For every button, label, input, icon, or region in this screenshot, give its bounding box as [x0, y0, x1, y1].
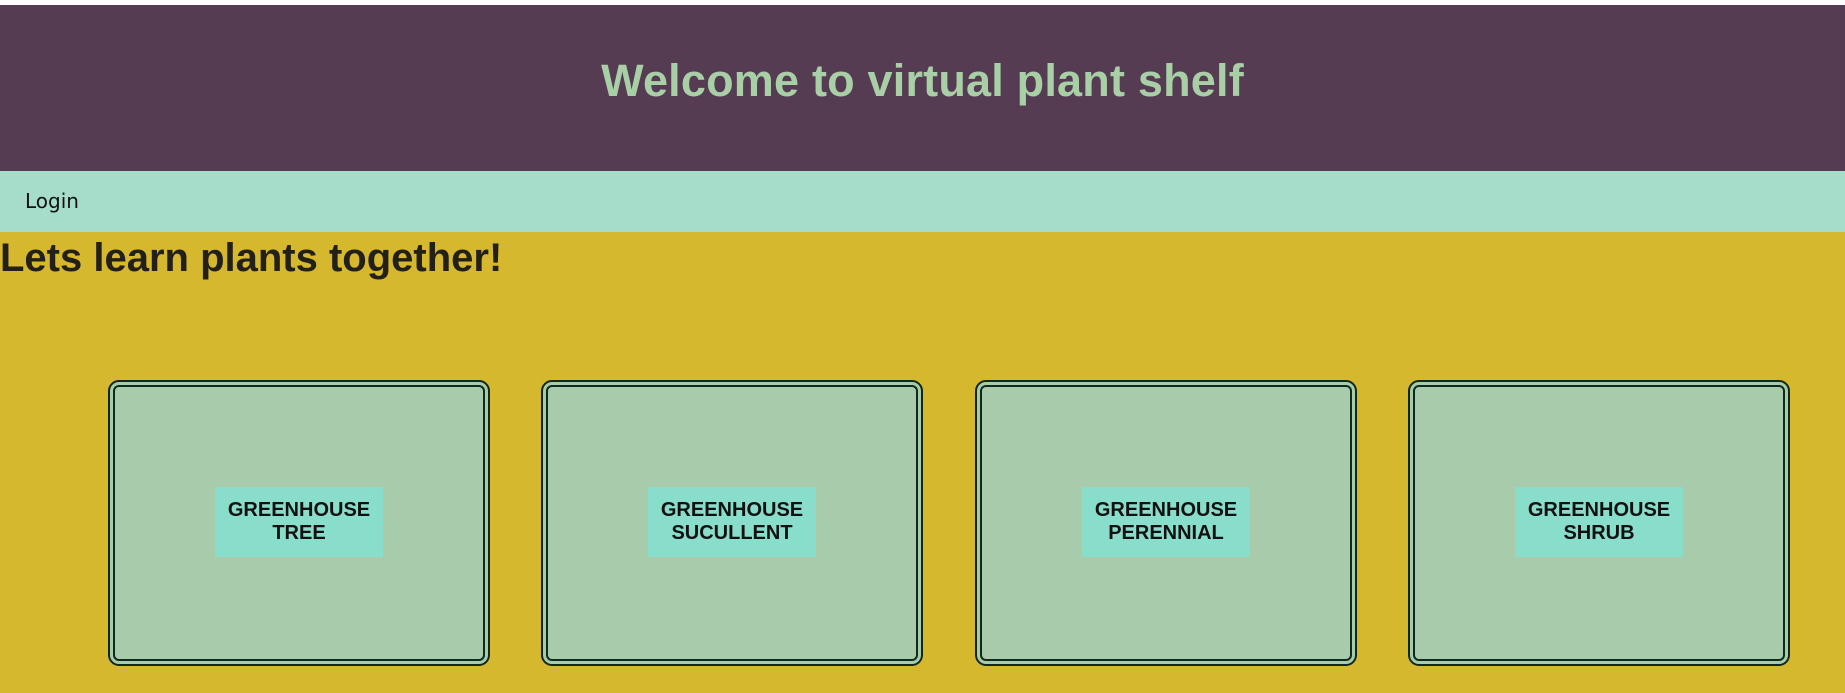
page-title: Welcome to virtual plant shelf [601, 55, 1244, 106]
card-greenhouse-perennial[interactable]: GREENHOUSE PERENNIAL [975, 380, 1357, 666]
card-inner: GREENHOUSE TREE [115, 387, 483, 659]
card-inner: GREENHOUSE PERENNIAL [982, 387, 1350, 659]
card-label-tree[interactable]: GREENHOUSE TREE [215, 487, 383, 557]
card-greenhouse-shrub[interactable]: GREENHOUSE SHRUB [1408, 380, 1790, 666]
card-inner: GREENHOUSE SHRUB [1415, 387, 1783, 659]
card-label-succulent[interactable]: GREENHOUSE SUCULLENT [648, 487, 816, 557]
main-content: Lets learn plants together! GREENHOUSE T… [0, 232, 1845, 693]
login-link[interactable]: Login [25, 189, 79, 213]
card-inner: GREENHOUSE SUCULLENT [548, 387, 916, 659]
card-greenhouse-succulent[interactable]: GREENHOUSE SUCULLENT [541, 380, 923, 666]
nav-bar: Login [0, 171, 1845, 232]
card-label-perennial[interactable]: GREENHOUSE PERENNIAL [1082, 487, 1250, 557]
card-label-shrub[interactable]: GREENHOUSE SHRUB [1515, 487, 1683, 557]
card-greenhouse-tree[interactable]: GREENHOUSE TREE [108, 380, 490, 666]
site-header: Welcome to virtual plant shelf [0, 5, 1845, 171]
section-heading: Lets learn plants together! [0, 236, 503, 280]
